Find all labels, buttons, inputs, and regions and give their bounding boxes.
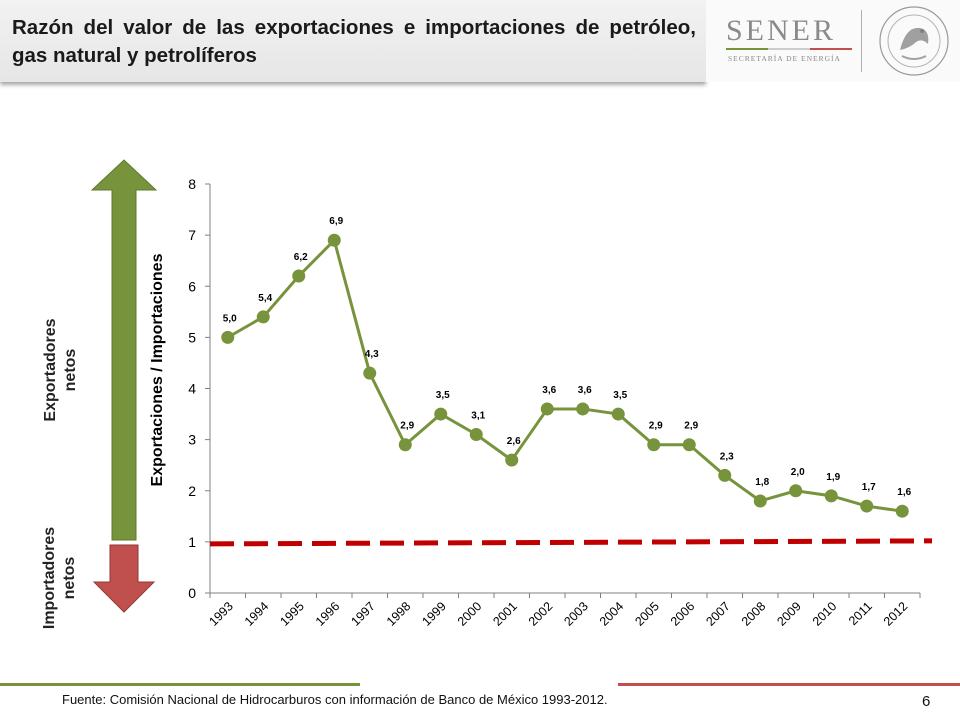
data-point xyxy=(505,453,519,467)
data-point xyxy=(434,407,448,421)
data-label: 5,4 xyxy=(258,293,272,304)
x-tick-label: 2011 xyxy=(846,599,875,628)
data-point xyxy=(611,407,625,421)
data-label: 1,7 xyxy=(862,482,876,493)
x-tick-label: 2002 xyxy=(526,599,556,629)
x-tick-label: 2010 xyxy=(810,599,840,629)
y-tick-label: 1 xyxy=(188,534,196,550)
y-axis-label: Exportaciones / Importaciones xyxy=(149,253,166,486)
x-tick-label: 2005 xyxy=(632,599,662,629)
y-tick-label: 4 xyxy=(188,381,196,397)
y-tick-label: 8 xyxy=(188,176,196,192)
data-label: 2,9 xyxy=(400,421,414,432)
data-label: 6,2 xyxy=(294,252,308,263)
data-label: 3,5 xyxy=(436,390,450,401)
data-point xyxy=(860,499,874,513)
x-tick-label: 1997 xyxy=(348,599,378,629)
data-label: 2,9 xyxy=(649,421,663,432)
y-tick-label: 7 xyxy=(188,227,196,243)
x-tick-label: 1994 xyxy=(242,599,272,629)
x-tick-label: 1999 xyxy=(419,599,449,629)
data-point xyxy=(327,233,341,247)
page-title: Razón del valor de las exportaciones e i… xyxy=(12,16,696,67)
exporters-arrow-icon xyxy=(90,159,158,541)
source-note: Fuente: Comisión Nacional de Hidrocarbur… xyxy=(62,692,608,707)
data-label: 1,6 xyxy=(897,487,911,498)
data-point xyxy=(292,269,306,283)
page-number: 6 xyxy=(922,693,931,710)
data-point xyxy=(647,438,661,452)
y-tick-label: 0 xyxy=(188,585,196,601)
data-point xyxy=(256,310,270,324)
x-tick-label: 2007 xyxy=(703,599,733,629)
data-label: 4,3 xyxy=(365,349,379,360)
x-tick-label: 2000 xyxy=(455,599,485,629)
data-label: 1,9 xyxy=(826,472,840,483)
data-label: 2,6 xyxy=(507,436,521,447)
x-tick-label: 1998 xyxy=(384,599,414,629)
data-label: 3,6 xyxy=(542,385,556,396)
data-label: 2,9 xyxy=(684,421,698,432)
x-tick-label: 1993 xyxy=(206,599,236,629)
data-point xyxy=(576,402,590,416)
x-tick-label: 2003 xyxy=(561,599,591,629)
x-tick-label: 2009 xyxy=(774,599,804,629)
data-point xyxy=(789,484,803,498)
sener-subtitle: SECRETARÍA DE ENERGÍA xyxy=(728,54,841,63)
data-label: 6,9 xyxy=(329,216,343,227)
footer-line-green xyxy=(0,683,360,686)
data-point xyxy=(718,468,732,482)
x-tick-label: 2006 xyxy=(668,599,698,629)
y-tick-label: 6 xyxy=(188,278,196,294)
x-tick-label: 2012 xyxy=(881,599,911,629)
sener-logo-rule xyxy=(726,48,852,50)
data-label: 1,8 xyxy=(755,477,769,488)
x-tick-label: 2004 xyxy=(597,599,627,629)
footer-line-red xyxy=(618,683,960,686)
data-label: 2,0 xyxy=(791,467,805,478)
data-point xyxy=(682,438,696,452)
data-point xyxy=(398,438,412,452)
logo-divider xyxy=(861,10,862,72)
data-label: 3,6 xyxy=(578,385,592,396)
data-label: 5,0 xyxy=(223,313,237,324)
data-point xyxy=(753,494,767,508)
x-tick-label: 2001 xyxy=(490,599,520,629)
y-tick-label: 5 xyxy=(188,329,196,345)
data-label: 3,5 xyxy=(613,390,627,401)
x-tick-label: 2008 xyxy=(739,599,769,629)
data-label: 2,3 xyxy=(720,451,734,462)
y-tick-label: 2 xyxy=(188,483,196,499)
threshold-line xyxy=(209,538,933,547)
data-point xyxy=(540,402,554,416)
title-box: Razón del valor de las exportaciones e i… xyxy=(0,0,706,82)
header-logos: SENER SECRETARÍA DE ENERGÍA xyxy=(706,0,960,82)
x-tick-label: 1996 xyxy=(313,599,343,629)
data-point xyxy=(895,504,909,518)
data-point xyxy=(221,330,235,344)
national-seal-icon xyxy=(879,6,949,76)
data-point xyxy=(363,366,377,380)
x-tick-label: 1995 xyxy=(277,599,307,629)
importers-arrow-icon xyxy=(92,544,156,613)
y-tick-label: 3 xyxy=(188,432,196,448)
data-point xyxy=(469,428,483,442)
sener-logo: SENER xyxy=(726,14,837,47)
data-point xyxy=(824,489,838,503)
data-label: 3,1 xyxy=(471,411,485,422)
